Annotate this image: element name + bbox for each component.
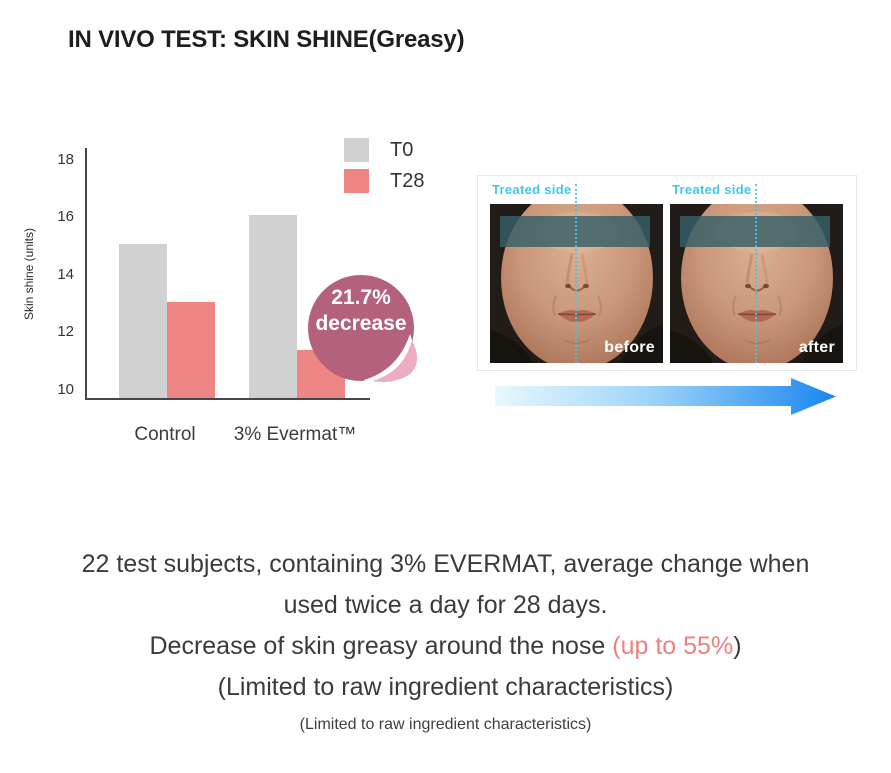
- legend-label: T28: [390, 169, 425, 192]
- page-title: IN VIVO TEST: SKIN SHINE(Greasy): [68, 26, 465, 53]
- after-photo: after: [670, 204, 843, 363]
- before-caption: before: [604, 339, 655, 356]
- summary-line-3-prefix: Decrease of skin greasy around the nose: [149, 632, 613, 660]
- chart-plot-area: [85, 148, 370, 400]
- chart-legend: T0 T28: [344, 138, 424, 200]
- legend-label: T0: [390, 138, 414, 161]
- summary-line-2: used twice a day for 28 days.: [283, 591, 608, 619]
- legend-swatch: [344, 138, 369, 162]
- after-caption: after: [798, 339, 835, 356]
- summary-text-block: 22 test subjects, containing 3% EVERMAT,…: [0, 544, 891, 736]
- x-category-label: 3% Evermat™: [233, 424, 357, 445]
- sticker-peel-icon: [308, 275, 422, 387]
- y-tick-label: 18: [57, 150, 74, 168]
- x-category-label: Control: [134, 424, 196, 445]
- bar-t0-evermat: [249, 215, 297, 398]
- treated-side-label-after: Treated side: [672, 182, 752, 197]
- decrease-badge: 21.7% decrease: [306, 274, 426, 390]
- highlight-up-to-55: (up to 55%: [612, 632, 734, 660]
- summary-line-5: (Limited to raw ingredient characteristi…: [299, 716, 592, 733]
- bar-t28-control: [167, 301, 215, 398]
- bar-chart: Skin shine (units) T0 T28 21.7% decrease …: [0, 130, 470, 475]
- before-photo: before: [490, 204, 663, 363]
- y-tick-label: 16: [57, 208, 74, 226]
- summary-line-1: 22 test subjects, containing 3% EVERMAT,…: [81, 550, 810, 578]
- summary-line-3: Decrease of skin greasy around the nose …: [0, 626, 891, 667]
- legend-swatch: [344, 169, 369, 193]
- badge-word: decrease: [315, 312, 407, 335]
- before-after-panel: Treated side Treated side before after: [477, 175, 857, 371]
- legend-item-t28: T28: [344, 169, 424, 193]
- legend-item-t0: T0: [344, 138, 424, 162]
- summary-line-3-suffix: ): [733, 632, 742, 660]
- summary-line-4: (Limited to raw ingredient characteristi…: [217, 673, 674, 701]
- y-tick-label: 12: [57, 323, 74, 341]
- treated-side-label-before: Treated side: [492, 182, 572, 197]
- midline-marker-before: [575, 184, 577, 363]
- bar-t0-control: [119, 243, 167, 398]
- badge-percent: 21.7%: [331, 286, 391, 309]
- midline-marker-after: [755, 184, 757, 363]
- y-tick-label: 10: [57, 380, 74, 398]
- time-progress-arrow-icon: [495, 377, 837, 417]
- y-axis-title: Skin shine (units): [22, 227, 36, 321]
- y-tick-label: 14: [57, 265, 74, 283]
